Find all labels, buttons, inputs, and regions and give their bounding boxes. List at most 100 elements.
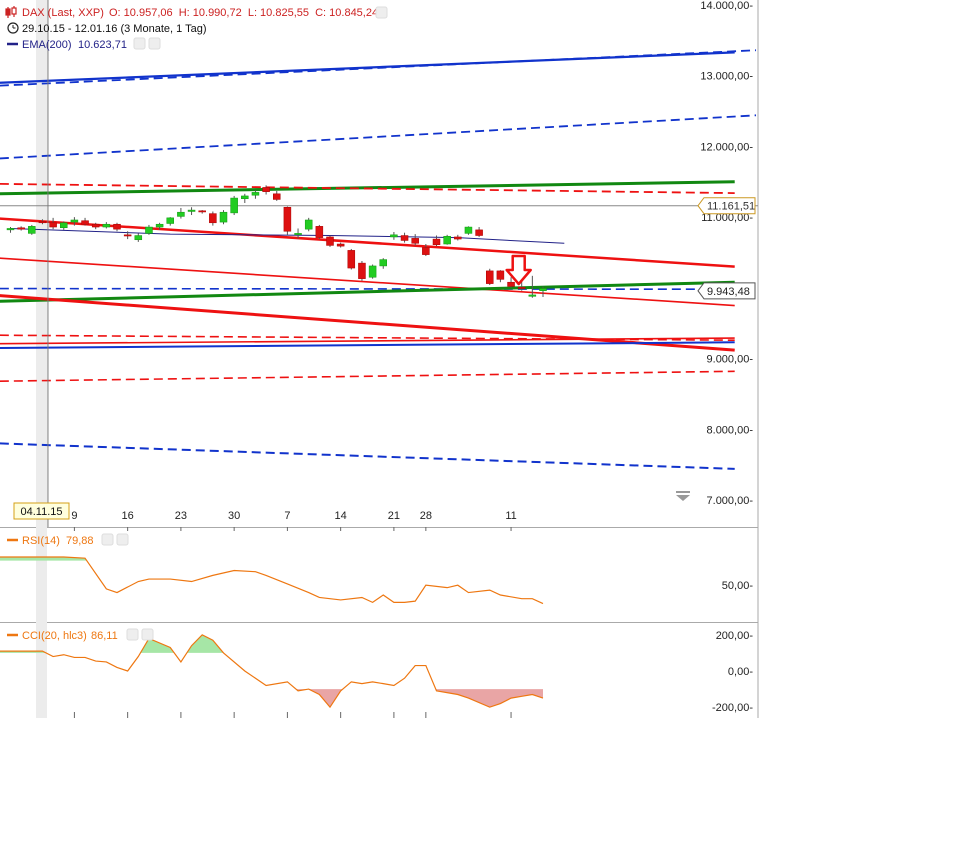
candle-body [336,243,345,247]
price-tick-label: 8.000,00- [707,424,754,436]
cci-close-icon[interactable] [141,628,154,641]
date-tick-label: 30 [228,510,240,522]
candle-body [517,286,526,289]
cci-line [0,634,544,709]
ema-legend-value: 10.623,71 [78,39,127,51]
price-tick-label: 12.000,00- [700,141,753,153]
date-tick-label: 28 [420,510,432,522]
red-solid-trend-line [0,257,735,307]
candle-icon [5,6,17,18]
candle-body [102,223,111,228]
candle-body [113,223,121,230]
candle-body [60,222,68,229]
rsi-overbought-fill [0,556,87,561]
candle-body [230,197,238,214]
cci-legend-value: 86,11 [91,630,118,642]
price-tick-label: 14.000,00- [700,0,753,12]
candle-body [390,234,398,238]
date-tick-label: 16 [122,510,134,522]
candle-body [422,247,430,255]
candle-body [294,233,302,235]
red-solid-trend-line [0,337,735,345]
cci-below-fill [295,689,543,708]
cci-tick-label: -200,00- [712,702,753,714]
candle-body [155,223,164,228]
candle-body [496,270,505,280]
rsi-tick-label: 50,00- [722,580,754,592]
ref-price-label: 11.161,51 [697,197,756,215]
candle-body [347,250,356,269]
date-x-axis: 9 16 23 30 7 14 21 28 11 [71,510,517,718]
date-tick-label: 7 [284,510,290,522]
candle-body [219,211,228,223]
period-label: 29.10.15 - 12.01.16 (3 Monate, 1 Tag) [22,23,206,35]
instrument-title: DAX (Last, XXP) [22,7,104,19]
candle-body [475,229,483,236]
svg-text:11.161,51: 11.161,51 [707,201,755,213]
candle-body [528,294,537,297]
chart-header: DAX (Last, XXP) O: 10.957,06 H: 10.990,7… [5,6,388,51]
cci-tick-label: 0,00- [728,666,753,678]
price-tick-label: 11.000,00- [701,212,753,224]
ema-close-icon[interactable] [148,37,161,50]
candle-body [283,206,292,232]
trend-lines [0,49,757,470]
ohlc-values: O: 10.957,06 H: 10.990,72 L: 10.825,55 C… [109,7,378,19]
candle-body [81,220,89,225]
red-dashed-trend-line [0,183,735,194]
candle-body [454,236,462,240]
crosshair-band [36,0,47,718]
ema-settings-icon[interactable] [133,37,146,50]
candle-body [443,235,451,245]
rsi-legend-label: RSI(14) [22,535,60,547]
green-solid-trend-line [0,280,735,303]
cci-plot [0,634,544,709]
down-arrow-icon [505,254,532,286]
candle-body [241,195,249,200]
cci-tick-label: 200,00- [716,630,754,642]
candle-body [432,238,441,245]
red-solid-trend-line [0,294,735,352]
candle-body [326,236,334,246]
candle-body [251,192,260,196]
svg-text:04.11.15: 04.11.15 [20,506,62,518]
panel-frames [0,0,759,718]
candles [6,185,547,298]
rsi-settings-icon[interactable] [101,533,114,546]
rsi-legend: RSI(14) 79,88 [7,533,129,547]
blue-dashed-trend-line [0,287,735,291]
cci-y-axis: 200,00- 0,00- -200,00- [712,630,753,714]
candle-body [464,226,473,234]
candle-body [177,211,185,217]
candle-body [304,219,313,230]
candle-body [145,226,153,234]
cci-legend: CCI(20, hlc3) 86,11 [7,628,154,642]
red-solid-trend-line [0,217,735,268]
candle-body [539,288,547,291]
candle-body [91,223,100,228]
rsi-close-icon[interactable] [116,533,129,546]
cci-settings-icon[interactable] [126,628,139,641]
candle-body [6,228,15,231]
settings-icon[interactable] [375,6,388,19]
blue-dashed-trend-line [0,114,757,160]
blue-solid-trend-line [0,341,735,349]
red-dashed-trend-line [0,334,735,341]
candle-body [368,265,377,278]
candle-body [187,209,196,212]
candle-body [198,210,206,213]
date-tick-label: 23 [175,510,187,522]
date-tick-label: 9 [71,510,77,522]
red-dashed-trend-line [0,370,735,382]
rsi-y-axis: 50,00- [722,580,754,592]
scroll-down-icon[interactable] [676,491,690,501]
candle-body [123,234,132,237]
price-tick-label: 9.000,00- [707,354,754,366]
candle-body [379,259,387,267]
price-tick-label: 7.000,00- [707,495,754,507]
cci-legend-label: CCI(20, hlc3) [22,630,87,642]
date-tick-label: 21 [388,510,400,522]
candle-body [49,222,57,228]
period-clock-icon [7,22,19,34]
